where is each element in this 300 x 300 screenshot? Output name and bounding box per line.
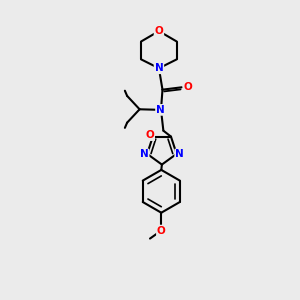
Text: N: N	[140, 149, 148, 160]
Text: O: O	[154, 26, 163, 36]
Text: O: O	[183, 82, 192, 92]
Text: N: N	[175, 149, 184, 160]
Text: O: O	[146, 130, 154, 140]
Text: O: O	[157, 226, 166, 236]
Text: N: N	[156, 105, 165, 115]
Text: N: N	[154, 63, 163, 73]
